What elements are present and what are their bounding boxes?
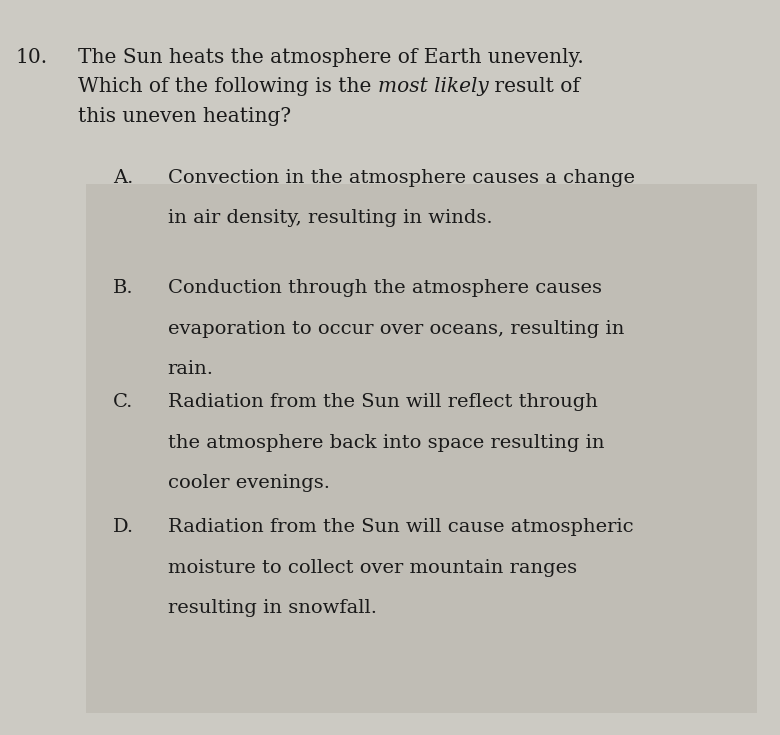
Text: result of: result of [488, 77, 580, 96]
Text: evaporation to occur over oceans, resulting in: evaporation to occur over oceans, result… [168, 320, 624, 337]
Text: cooler evenings.: cooler evenings. [168, 474, 330, 492]
Text: moisture to collect over mountain ranges: moisture to collect over mountain ranges [168, 559, 577, 576]
Text: Which of the following is the: Which of the following is the [78, 77, 378, 96]
Text: 10.: 10. [16, 48, 48, 67]
Text: C.: C. [113, 393, 133, 411]
Text: B.: B. [113, 279, 133, 297]
Text: most likely: most likely [378, 77, 488, 96]
Text: The Sun heats the atmosphere of Earth unevenly.: The Sun heats the atmosphere of Earth un… [78, 48, 583, 67]
Text: D.: D. [113, 518, 134, 536]
Text: the atmosphere back into space resulting in: the atmosphere back into space resulting… [168, 434, 604, 451]
Text: this uneven heating?: this uneven heating? [78, 107, 291, 126]
Text: Convection in the atmosphere causes a change: Convection in the atmosphere causes a ch… [168, 169, 635, 187]
Text: A.: A. [113, 169, 133, 187]
Text: Radiation from the Sun will reflect through: Radiation from the Sun will reflect thro… [168, 393, 597, 411]
Text: Radiation from the Sun will cause atmospheric: Radiation from the Sun will cause atmosp… [168, 518, 633, 536]
Text: in air density, resulting in winds.: in air density, resulting in winds. [168, 209, 492, 227]
Text: rain.: rain. [168, 360, 214, 378]
Text: resulting in snowfall.: resulting in snowfall. [168, 599, 377, 617]
Text: Conduction through the atmosphere causes: Conduction through the atmosphere causes [168, 279, 601, 297]
